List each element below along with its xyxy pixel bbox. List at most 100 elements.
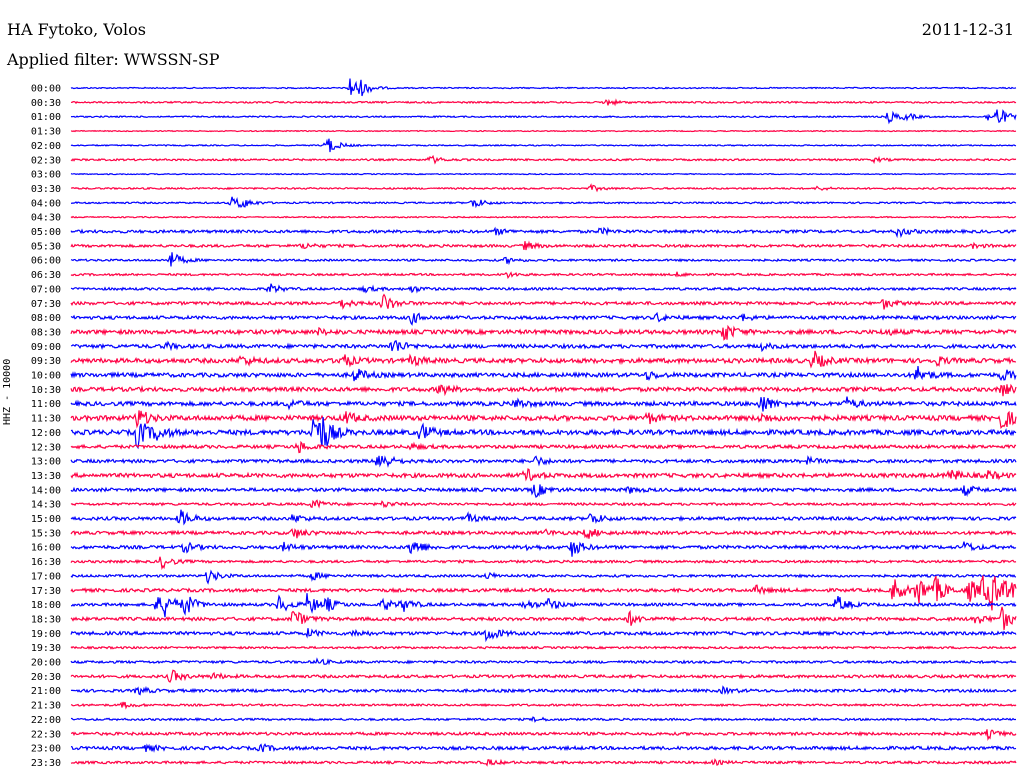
tick-label-1700: 17:00	[31, 571, 61, 582]
tick-label-1730: 17:30	[31, 586, 61, 597]
trace-0500	[70, 226, 1017, 239]
tick-label-0430: 04:30	[31, 213, 61, 224]
trace-1600	[70, 541, 1017, 557]
tick-label-0500: 05:00	[31, 227, 61, 238]
tick-label-2030: 20:30	[31, 672, 61, 683]
trace-2230	[70, 729, 1017, 741]
tick-label-1830: 18:30	[31, 614, 61, 625]
trace-0800	[70, 311, 1017, 326]
trace-1800	[70, 593, 1017, 618]
trace-1830	[70, 606, 1017, 630]
tick-label-0600: 06:00	[31, 256, 61, 267]
tick-label-0130: 01:30	[31, 127, 61, 138]
trace-2300	[70, 743, 1017, 753]
trace-2130	[70, 701, 1017, 710]
tick-label-1530: 15:30	[31, 528, 61, 539]
tick-label-1000: 10:00	[31, 371, 61, 382]
trace-2030	[70, 669, 1017, 683]
trace-0930	[70, 350, 1017, 369]
tick-label-1900: 19:00	[31, 629, 61, 640]
trace-0200	[70, 138, 1017, 153]
tick-label-2000: 20:00	[31, 658, 61, 669]
trace-1430	[70, 499, 1017, 509]
tick-label-1430: 14:30	[31, 500, 61, 511]
trace-0530	[70, 240, 1017, 251]
trace-2330	[70, 758, 1017, 767]
trace-0630	[70, 271, 1017, 279]
tick-label-0530: 05:30	[31, 241, 61, 252]
tick-label-0400: 04:00	[31, 198, 61, 209]
trace-2100	[70, 685, 1017, 696]
tick-label-0100: 01:00	[31, 112, 61, 123]
trace-0600	[70, 252, 1017, 267]
tick-label-0630: 06:30	[31, 270, 61, 281]
trace-0830	[70, 324, 1017, 341]
tick-label-1200: 12:00	[31, 428, 61, 439]
trace-1630	[70, 556, 1017, 571]
tick-label-2100: 21:00	[31, 686, 61, 697]
trace-0100	[70, 109, 1017, 125]
tick-label-0730: 07:30	[31, 299, 61, 310]
tick-label-0200: 02:00	[31, 141, 61, 152]
trace-0700	[70, 283, 1017, 294]
trace-2000	[70, 657, 1017, 666]
tick-label-1800: 18:00	[31, 600, 61, 611]
filter-label: Applied filter: WWSSN-SP	[7, 50, 220, 69]
tick-label-0000: 00:00	[31, 84, 61, 95]
trace-1530	[70, 528, 1017, 539]
tick-label-0900: 09:00	[31, 342, 61, 353]
tick-label-2300: 23:00	[31, 744, 61, 755]
tick-label-1130: 11:30	[31, 414, 61, 425]
tick-label-1600: 16:00	[31, 543, 61, 554]
trace-1030	[70, 383, 1017, 397]
tick-label-0830: 08:30	[31, 327, 61, 338]
tick-label-0930: 09:30	[31, 356, 61, 367]
trace-0900	[70, 339, 1017, 353]
station-title: HA Fytoko, Volos	[7, 20, 146, 39]
trace-1500	[70, 509, 1017, 526]
tick-label-1400: 14:00	[31, 485, 61, 496]
tick-label-0800: 08:00	[31, 313, 61, 324]
trace-0300	[70, 172, 1017, 176]
trace-1000	[70, 366, 1017, 382]
tick-label-1230: 12:30	[31, 442, 61, 453]
tick-label-0030: 00:30	[31, 98, 61, 109]
trace-0400	[71, 196, 1017, 209]
trace-0330	[70, 183, 1017, 193]
tick-label-2230: 22:30	[31, 729, 61, 740]
tick-label-0230: 02:30	[31, 155, 61, 166]
trace-2200	[70, 716, 1017, 723]
trace-1330	[70, 468, 1017, 482]
trace-1230	[70, 440, 1017, 454]
tick-label-1930: 19:30	[31, 643, 61, 654]
trace-0730	[70, 293, 1017, 310]
trace-1100	[70, 396, 1017, 412]
tick-label-1300: 13:00	[31, 457, 61, 468]
tick-label-2200: 22:00	[31, 715, 61, 726]
trace-1300	[70, 455, 1017, 468]
trace-1400	[70, 484, 1017, 498]
trace-1130	[70, 410, 1017, 429]
tick-label-2330: 23:30	[31, 758, 61, 769]
tick-label-1500: 15:00	[31, 514, 61, 525]
tick-label-1630: 16:30	[31, 557, 61, 568]
trace-1700	[70, 569, 1017, 585]
tick-label-0330: 03:30	[31, 184, 61, 195]
trace-1930	[70, 645, 1017, 650]
tick-label-2130: 21:30	[31, 701, 61, 712]
trace-1200	[70, 416, 1017, 450]
trace-1900	[70, 628, 1017, 643]
tick-label-1330: 13:30	[31, 471, 61, 482]
date-label: 2011-12-31	[921, 20, 1014, 39]
trace-0430	[70, 215, 1017, 219]
tick-label-0700: 07:00	[31, 284, 61, 295]
tick-label-0300: 03:00	[31, 170, 61, 181]
trace-0030	[70, 98, 1017, 107]
tick-label-1030: 10:30	[31, 385, 61, 396]
trace-0130	[70, 129, 1017, 133]
trace-1730	[70, 575, 1017, 611]
trace-0230	[70, 154, 1017, 165]
tick-label-1100: 11:00	[31, 399, 61, 410]
trace-0000	[70, 78, 1017, 97]
